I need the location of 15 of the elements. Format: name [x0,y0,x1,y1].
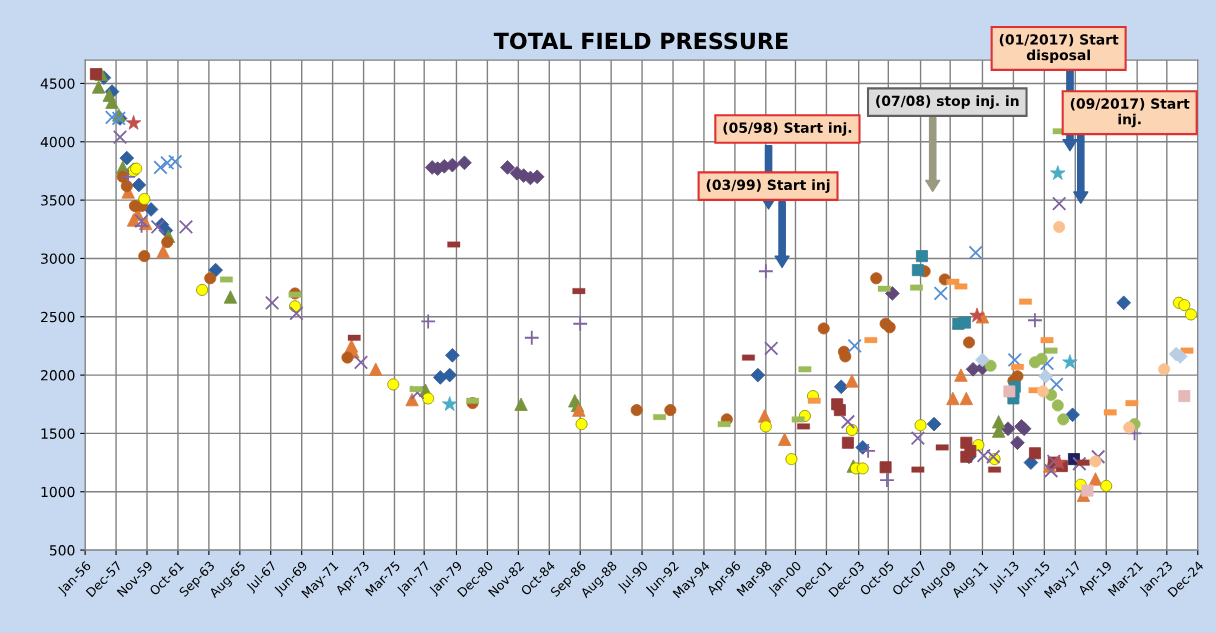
y-tick-label: 2500 [41,311,75,323]
y-tick-label: 2000 [41,370,75,381]
annotation: (01/2017) Start disposal [999,33,1119,63]
annotation: (07/08) stop inj. in [876,95,1019,109]
annotation: (05/98) Start inj. [723,122,852,136]
annotation: (03/99) Start inj [706,179,830,193]
y-tick-label: 4500 [40,78,75,89]
y-tick-label: 1500 [41,428,75,439]
y-tick-label: 3500 [41,195,75,206]
y-tick-label: 4000 [40,136,75,148]
y-tick-label: 500 [49,545,75,556]
y-tick-label: 3000 [41,253,75,264]
chart-title: TOTAL FIELD PRESSURE [493,32,788,50]
y-tick-label: 1000 [41,486,75,498]
annotation: (09/2017) Start inj. [1070,98,1190,128]
